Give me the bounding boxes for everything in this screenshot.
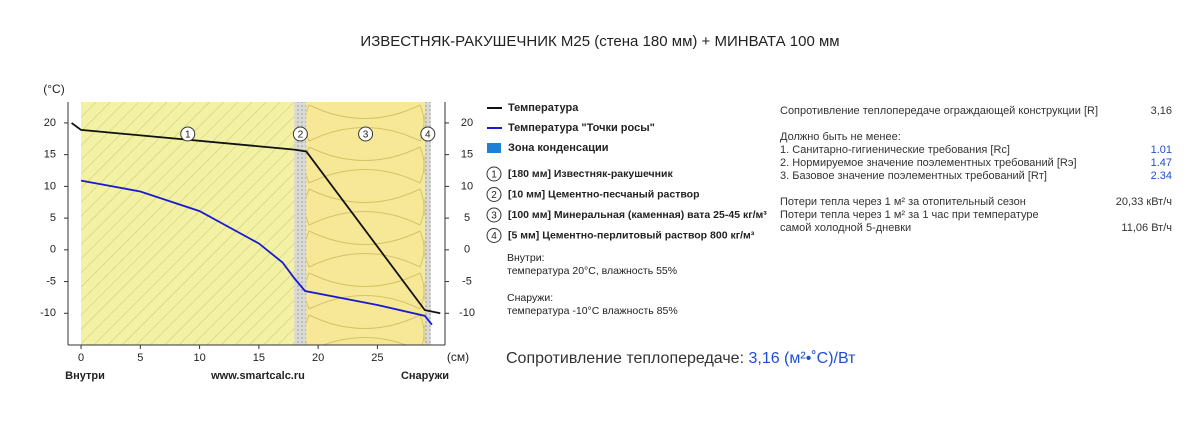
loss-value: 20,33 кВт/ч — [1115, 196, 1172, 208]
inside-label: Внутри — [65, 370, 105, 382]
requirements-title: Должно быть не менее: — [780, 131, 901, 143]
y2-tick-label: -10 — [459, 307, 475, 319]
legend-layer-number: 4 — [491, 231, 497, 242]
requirement-value: 2.34 — [1150, 170, 1172, 182]
site-label: www.smartcalc.ru — [210, 370, 305, 382]
loss-label: Потери тепла через 1 м² за 1 час при тем… — [780, 209, 1039, 234]
loss-row: Потери тепла через 1 м² за 1 час при тем… — [780, 209, 1172, 235]
layer-marker-label: 4 — [425, 130, 431, 141]
chart-title: ИЗВЕСТНЯК-РАКУШЕЧНИК М25 (стена 180 мм) … — [360, 33, 839, 50]
requirement-label: 1. Санитарно-гигиенические требования [R… — [780, 144, 1010, 156]
requirement-value: 1.01 — [1150, 144, 1172, 156]
layer-pattern — [306, 102, 425, 345]
layer-pattern — [81, 102, 295, 345]
legend: Температура Температура "Точки росы" Зона … — [486, 102, 767, 317]
layer-marker-label: 3 — [363, 130, 369, 141]
legend-label: Зона конденсации — [508, 142, 609, 154]
x-tick-label: 25 — [371, 352, 383, 364]
loss-label: Потери тепла через 1 м² за отопительный … — [780, 196, 1026, 208]
layer-pattern — [424, 102, 431, 345]
x-tick-label: 15 — [253, 352, 265, 364]
summary-value: 3,16 (м²•˚С)/Вт — [748, 350, 856, 367]
y-tick-label: 10 — [44, 180, 56, 192]
x-tick-label: 5 — [137, 352, 143, 364]
summary-label: Сопротивление теплопередаче: — [506, 350, 745, 367]
resistance-row: Сопротивление теплопередаче ограждающей … — [780, 105, 1172, 118]
legend-layer-marker — [486, 166, 502, 182]
layer-marker — [292, 126, 308, 142]
legend-layer-marker — [486, 207, 502, 223]
y2-tick-label: 5 — [464, 212, 470, 224]
condition-title: Внутри: — [507, 252, 544, 264]
resistance-value: 3,16 — [1150, 105, 1172, 117]
y-tick-label: 20 — [44, 117, 56, 129]
summary: Сопротивление теплопередаче: 3,16 (м²•˚С… — [506, 350, 855, 368]
series-line — [80, 179, 433, 326]
x-tick-label: 0 — [78, 352, 84, 364]
layer-marker — [420, 126, 436, 142]
loss-row: Потери тепла через 1 м² за отопительный … — [780, 196, 1172, 209]
layer-marker — [358, 126, 374, 142]
y2-tick-label: 15 — [461, 149, 473, 161]
legend-layer-name: [100 мм] Минеральная (каменная) вата 25-… — [508, 209, 767, 221]
legend-layer-number: 2 — [491, 190, 497, 201]
legend-layer-number: 3 — [491, 211, 497, 222]
x-axis-label: (см) — [447, 350, 469, 364]
requirement-label: 2. Нормируемое значение поэлементных тре… — [780, 157, 1077, 169]
y2-tick-label: 20 — [461, 117, 473, 129]
outside-label: Снаружи — [401, 370, 449, 382]
condition-text: температура -10°C влажность 85% — [507, 305, 678, 317]
condition-title: Снаружи: — [507, 292, 553, 304]
y-tick-label: 5 — [50, 212, 56, 224]
requirement-row: 3. Базовое значение поэлементных требова… — [780, 170, 1172, 183]
requirement-label: 3. Базовое значение поэлементных требова… — [780, 170, 1047, 182]
requirement-value: 1.47 — [1150, 157, 1172, 169]
x-tick-label: 10 — [193, 352, 205, 364]
x-tick-label: 20 — [312, 352, 324, 364]
layer-pattern — [294, 102, 307, 345]
resistance-label: Сопротивление теплопередаче ограждающей … — [780, 105, 1099, 117]
legend-layer-marker — [486, 187, 502, 202]
results-panel: Сопротивление теплопередаче ограждающей … — [780, 105, 1172, 235]
legend-swatch — [487, 143, 501, 153]
loss-value: 11,06 Вт/ч — [1121, 222, 1172, 234]
series-line — [71, 122, 441, 315]
legend-layer-name: [10 мм] Цементно-песчаный раствор — [508, 188, 700, 200]
y2-tick-label: 10 — [461, 180, 473, 192]
layer-marker-label: 2 — [298, 130, 304, 141]
y-tick-label: 0 — [50, 244, 56, 256]
losses: Потери тепла через 1 м² за отопительный … — [780, 196, 1172, 235]
legend-layer-marker — [486, 228, 502, 243]
legend-label: Температура — [508, 102, 579, 114]
y2-tick-label: -5 — [462, 275, 472, 287]
y-tick-label: -10 — [40, 307, 56, 319]
layer-marker — [180, 126, 196, 142]
y2-tick-label: 0 — [464, 244, 470, 256]
requirement-row: 1. Санитарно-гигиенические требования [R… — [780, 144, 1172, 157]
legend-layer-name: [180 мм] Известняк-ракушечник — [508, 168, 673, 180]
requirements: 1. Санитарно-гигиенические требования [R… — [780, 144, 1172, 183]
layer-marker-label: 1 — [185, 130, 191, 141]
y-tick-label: -5 — [46, 275, 56, 287]
legend-layer-name: [5 мм] Цементно-перлитовый раствор 800 к… — [508, 229, 755, 241]
y-tick-label: 15 — [44, 149, 56, 161]
condition-text: температура 20°C, влажность 55% — [507, 265, 677, 277]
y-axis-label: (°C) — [43, 82, 64, 96]
requirement-row: 2. Нормируемое значение поэлементных тре… — [780, 157, 1172, 170]
legend-layer-number: 1 — [491, 170, 497, 181]
legend-label: Температура "Точки росы" — [508, 122, 655, 134]
